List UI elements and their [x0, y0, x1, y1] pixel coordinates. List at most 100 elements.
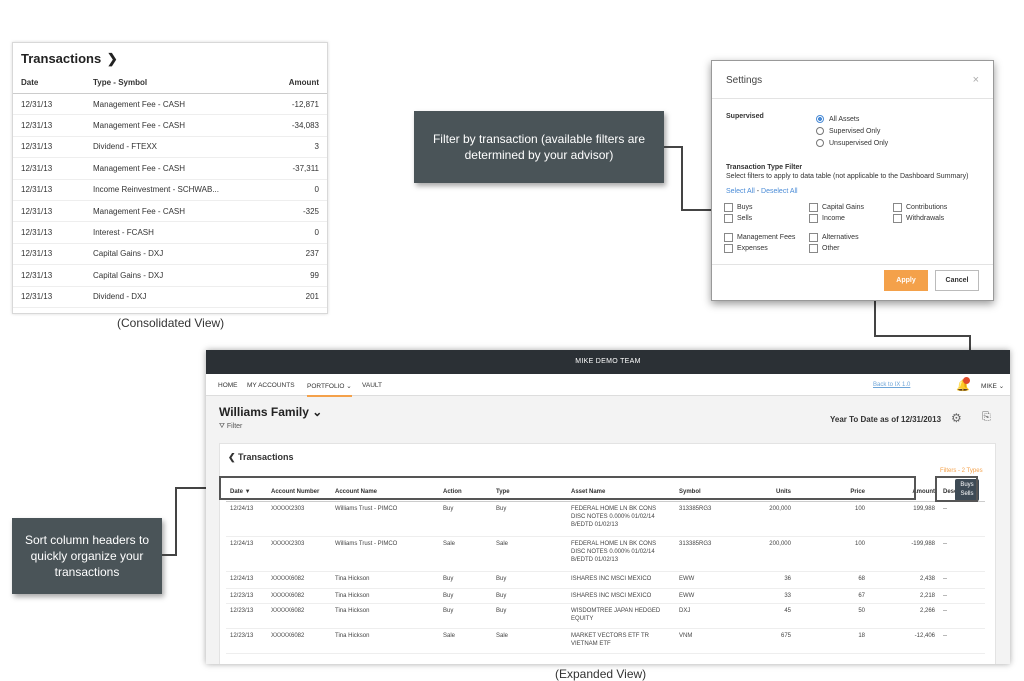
checkbox-icon[interactable]	[724, 214, 733, 223]
table-row[interactable]: 12/31/13 Management Fee - CASH -12,871	[13, 93, 327, 116]
cell-action: Sale	[439, 536, 492, 572]
radio-selected-icon[interactable]	[816, 115, 824, 123]
nav-my-accounts[interactable]: MY ACCOUNTS	[247, 382, 295, 389]
checkbox-icon[interactable]	[724, 203, 733, 212]
cancel-button[interactable]: Cancel	[935, 270, 979, 291]
checkbox-income[interactable]: Income	[809, 214, 845, 223]
gear-icon[interactable]: ⚙	[951, 411, 962, 425]
checkbox-sells[interactable]: Sells	[724, 214, 752, 223]
checkbox-icon[interactable]	[724, 233, 733, 242]
checkbox-label: Sells	[737, 215, 753, 222]
radio-icon[interactable]	[816, 139, 824, 147]
table-row[interactable]: 12/24/13 XXXXX6082 Tina Hickson Buy Buy ISHAR…	[226, 571, 985, 589]
apply-button[interactable]: Apply	[884, 270, 928, 291]
table-row[interactable]: 12/23/13 XXXXX6082 Tina Hickson Sale Sale MAR…	[226, 628, 985, 654]
checkbox-capital-gains[interactable]: Capital Gains	[809, 203, 864, 212]
checkbox-other[interactable]: Other	[809, 244, 840, 253]
cell-units: 675	[733, 628, 795, 654]
consolidated-title[interactable]: Transactions ❯	[13, 43, 327, 67]
cell-date: 12/31/13	[13, 93, 85, 116]
cell-date: 12/23/13	[226, 588, 267, 604]
checkbox-management-fees[interactable]: Management Fees	[724, 233, 795, 242]
nav-portfolio[interactable]: PORTFOLIO ⌄	[307, 382, 352, 397]
table-row[interactable]: 12/31/13 Income Reinvestment - SCHWAB... 0	[13, 179, 327, 201]
checkbox-withdrawals[interactable]: Withdrawals	[893, 214, 944, 223]
checkbox-icon[interactable]	[724, 244, 733, 253]
checkbox-expenses[interactable]: Expenses	[724, 244, 768, 253]
transactions-back-title[interactable]: ❮ Transactions	[228, 452, 294, 462]
table-row[interactable]: 12/31/13 Management Fee - CASH -34,083	[13, 114, 327, 137]
cell-date: 12/23/13	[226, 628, 267, 654]
cell-account-name: Tina Hickson	[331, 588, 439, 604]
select-all-link[interactable]: Select All	[726, 188, 755, 195]
radio-supervised-only[interactable]: Supervised Only	[816, 125, 888, 137]
table-row[interactable]: 12/31/13 Management Fee - CASH -37,311	[13, 157, 327, 180]
cell-amount: 2,218	[869, 588, 939, 604]
back-link[interactable]: Back to IX 1.0	[873, 382, 911, 388]
nav-home[interactable]: HOME	[218, 382, 238, 389]
radio-all-assets[interactable]: All Assets	[816, 113, 888, 125]
table-row[interactable]: 12/31/13 Management Fee - CASH -325	[13, 200, 327, 223]
col-units[interactable]: Units	[733, 484, 795, 502]
cell-action: Buy	[439, 603, 492, 629]
table-row[interactable]: 12/31/13 Capital Gains - DXJ 99	[13, 264, 327, 287]
col-price[interactable]: Price	[795, 484, 869, 502]
col-symbol[interactable]: Symbol	[675, 484, 733, 502]
checkbox-icon[interactable]	[893, 203, 902, 212]
cell-date: 12/31/13	[13, 221, 85, 244]
settings-footer-divider	[712, 264, 993, 265]
table-row[interactable]: 12/31/13 Dividend - FTEXX 3	[13, 136, 327, 159]
supervised-label: Supervised	[726, 113, 764, 120]
connector-line	[162, 554, 176, 556]
close-icon[interactable]: ×	[972, 74, 979, 86]
cell-type-symbol: Management Fee - CASH	[85, 200, 268, 223]
col-date-sort[interactable]: Date ▼	[226, 484, 267, 502]
cell-action: Sale	[439, 628, 492, 654]
radio-unsupervised-only[interactable]: Unsupervised Only	[816, 137, 888, 149]
table-row[interactable]: 12/31/13 Capital Gains - DXJ 237	[13, 243, 327, 266]
checkbox-buys[interactable]: Buys	[724, 203, 753, 212]
table-row[interactable]: 12/31/13 Dividend - DXJ 201	[13, 286, 327, 308]
export-icon[interactable]: ⎘	[982, 411, 991, 423]
cell-amount: 3	[267, 136, 327, 159]
cell-price: 68	[795, 571, 869, 589]
col-amount[interactable]: Amount	[869, 484, 939, 502]
cell-symbol: VNM	[675, 628, 733, 654]
col-account-name[interactable]: Account Name	[331, 484, 439, 502]
cell-amount: 2,266	[869, 603, 939, 629]
nav-vault[interactable]: VAULT	[362, 382, 382, 389]
col-asset-name[interactable]: Asset Name	[567, 484, 675, 502]
user-menu[interactable]: MIKE ⌄	[981, 383, 1005, 390]
col-account-number[interactable]: Account Number	[267, 484, 331, 502]
family-selector[interactable]: Williams Family ⌄	[219, 405, 323, 419]
table-row[interactable]: 12/24/13 XXXXX2303 Williams Trust - PIMCO S…	[226, 536, 985, 572]
table-row[interactable]: 12/23/13 XXXXX6082 Tina Hickson Buy Buy ISHAR…	[226, 588, 985, 604]
checkbox-contributions[interactable]: Contributions	[893, 203, 947, 212]
cell-amount: 99	[267, 264, 327, 287]
checkbox-icon[interactable]	[809, 233, 818, 242]
table-row[interactable]: 12/23/13 XXXXX6082 Tina Hickson Buy Buy WISDO…	[226, 603, 985, 629]
chevron-right-icon[interactable]: ❯	[106, 51, 118, 66]
cell-type: Buy	[492, 603, 567, 629]
checkbox-icon[interactable]	[893, 214, 902, 223]
checkbox-label: Income	[822, 215, 845, 222]
cell-amount: 199,988	[869, 501, 939, 537]
col-action[interactable]: Action	[439, 484, 492, 502]
checkbox-alternatives[interactable]: Alternatives	[809, 233, 859, 242]
deselect-all-link[interactable]: Deselect All	[761, 188, 798, 195]
checkbox-icon[interactable]	[809, 244, 818, 253]
checkbox-icon[interactable]	[809, 214, 818, 223]
table-row[interactable]: 12/31/13 Interest - FCASH 0	[13, 221, 327, 244]
connector-line	[175, 487, 219, 489]
col-type[interactable]: Type	[492, 484, 567, 502]
cell-symbol: 313385RG3	[675, 501, 733, 537]
table-row[interactable]: 12/24/13 XXXXX2303 Williams Trust - PIMCO B…	[226, 501, 985, 537]
cell-symbol: EWW	[675, 571, 733, 589]
tooltip-sells: Sells	[960, 491, 974, 497]
filter-link[interactable]: ⛛ Filter	[219, 423, 243, 430]
checkbox-icon[interactable]	[809, 203, 818, 212]
cell-type: Sale	[492, 628, 567, 654]
radio-icon[interactable]	[816, 127, 824, 135]
filters-note[interactable]: Filters - 2 Types	[940, 468, 983, 474]
checkbox-label: Buys	[737, 204, 753, 211]
